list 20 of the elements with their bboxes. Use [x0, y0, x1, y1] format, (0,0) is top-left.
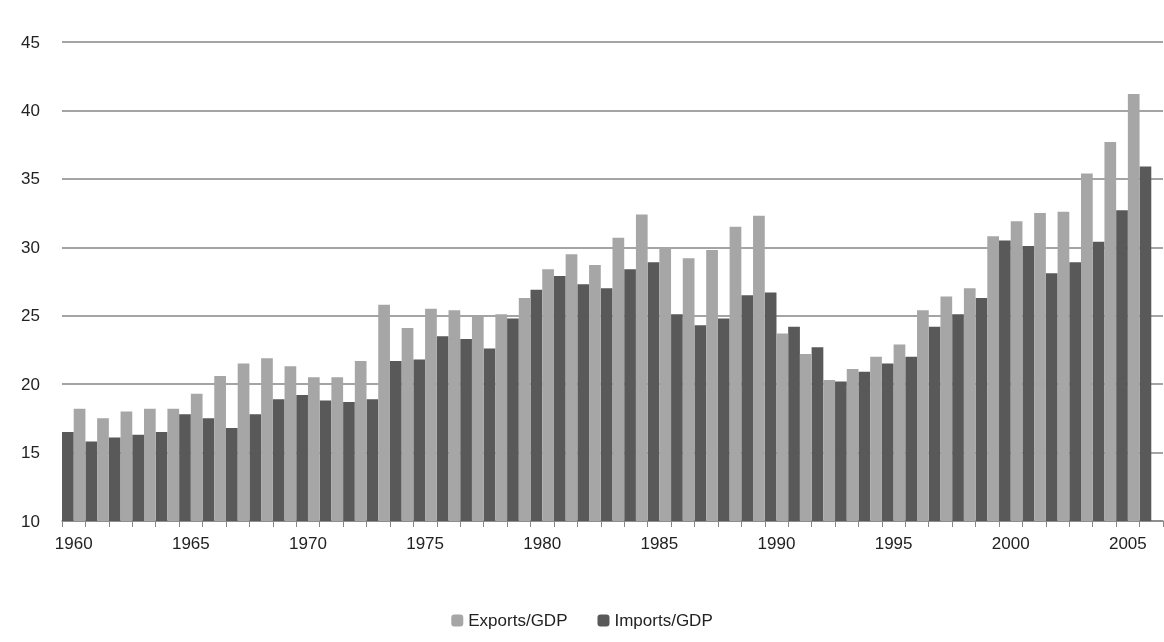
x-tick-label: 1975 [406, 534, 445, 553]
y-tick-label: 40 [21, 100, 40, 120]
x-tick-label: 1990 [757, 534, 796, 553]
x-tick-label: 1965 [171, 534, 210, 553]
x-tick-label: 2000 [991, 534, 1030, 553]
legend-label: Imports/GDP [614, 611, 713, 630]
y-tick-label: 35 [21, 169, 40, 189]
x-tick-label: 1995 [874, 534, 913, 553]
x-tick-label: 1960 [54, 534, 93, 553]
y-tick-label: 20 [21, 374, 40, 394]
x-tick-label: 2005 [1108, 534, 1147, 553]
x-tick-label: 1970 [289, 534, 327, 553]
y-tick-label: 15 [21, 443, 40, 463]
legend-label: Exports/GDP [468, 611, 568, 630]
y-tick-label: 10 [21, 511, 40, 531]
x-tick-label: 1980 [523, 534, 562, 553]
y-tick-label: 25 [21, 306, 40, 326]
x-tick-label: 1985 [640, 534, 679, 553]
y-tick-label: 30 [21, 237, 40, 257]
y-tick-label: 45 [21, 32, 40, 52]
